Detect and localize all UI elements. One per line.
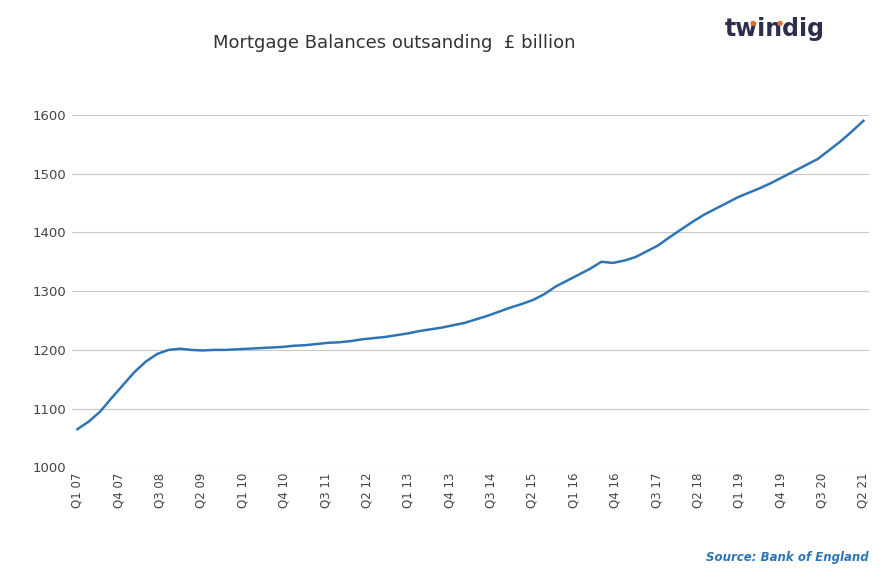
Text: twindig: twindig (725, 17, 825, 41)
Text: Mortgage Balances outsanding  £ billion: Mortgage Balances outsanding £ billion (213, 34, 575, 52)
Text: ●: ● (777, 20, 782, 26)
Text: ●: ● (750, 20, 755, 26)
Text: Source: Bank of England: Source: Bank of England (706, 551, 869, 564)
